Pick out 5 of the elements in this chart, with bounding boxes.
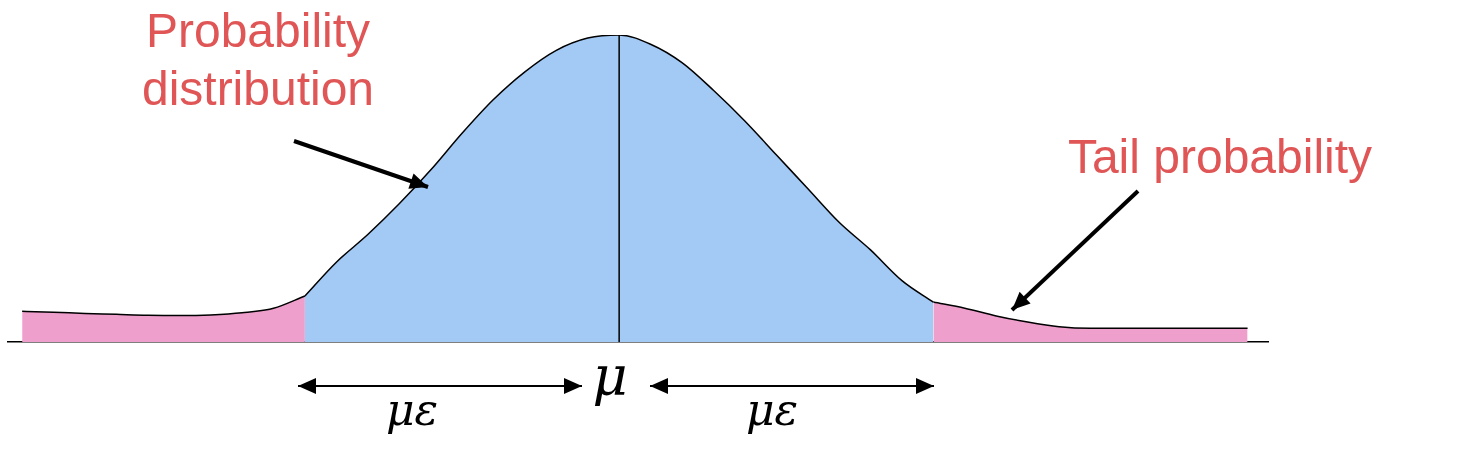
annotation: Probability distribution xyxy=(140,3,376,117)
text: με xyxy=(746,384,799,435)
text: με xyxy=(386,384,439,435)
text: μ xyxy=(592,345,628,408)
annotation: Tail probability xyxy=(1066,129,1374,185)
